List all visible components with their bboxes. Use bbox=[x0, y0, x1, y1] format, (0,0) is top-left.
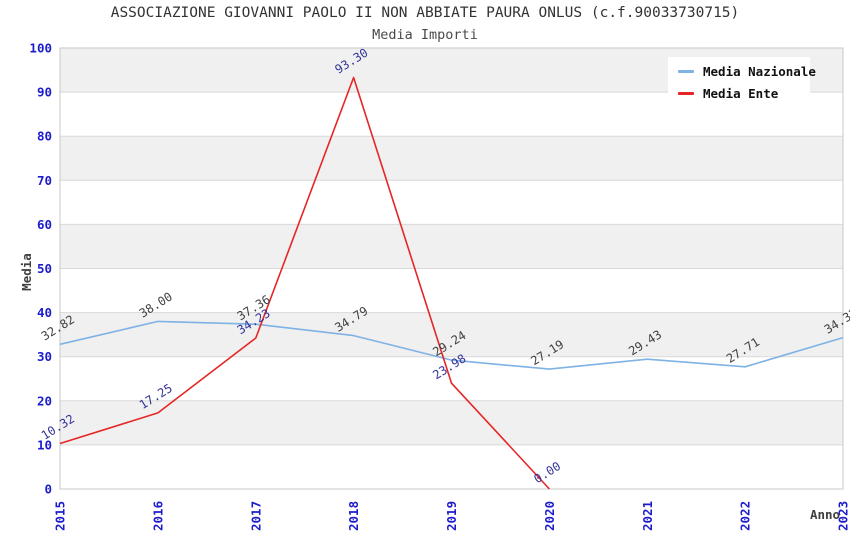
x-tick-label: 2020 bbox=[542, 501, 557, 531]
y-tick-label: 80 bbox=[37, 129, 52, 144]
series-line-media-nazionale bbox=[59, 320, 844, 370]
series-line-media-ente bbox=[59, 76, 550, 490]
legend: Media Nazionale Media Ente bbox=[668, 57, 816, 108]
y-tick-label: 90 bbox=[37, 85, 52, 100]
x-tick-label: 2015 bbox=[53, 501, 68, 531]
y-tick-label: 20 bbox=[37, 393, 52, 408]
plot-band bbox=[60, 400, 843, 445]
plot-border bbox=[59, 47, 844, 490]
y-tick-label: 0 bbox=[44, 482, 52, 497]
chart-subtitle: Media Importi bbox=[372, 27, 478, 43]
x-axis-ticks: 2015 2016 2017 2018 2019 2020 2021 2022 2023 bbox=[53, 501, 850, 531]
legend-item-media-ente: Media Ente bbox=[678, 86, 810, 101]
legend-item-media-nazionale: Media Nazionale bbox=[678, 64, 816, 79]
x-tick-label: 2016 bbox=[150, 501, 165, 531]
legend-label-media-nazionale: Media Nazionale bbox=[703, 64, 816, 79]
y-tick-label: 30 bbox=[37, 349, 52, 364]
x-tick-label: 2023 bbox=[836, 501, 850, 531]
plot-band bbox=[60, 136, 843, 181]
x-tick-label: 2021 bbox=[640, 501, 655, 531]
y-tick-label: 40 bbox=[37, 305, 52, 320]
y-tick-label: 100 bbox=[29, 41, 52, 56]
x-axis-title: Anno bbox=[810, 507, 840, 522]
x-tick-label: 2019 bbox=[444, 501, 459, 531]
plot-bands bbox=[60, 48, 843, 445]
plot-band bbox=[60, 224, 843, 269]
plot-band bbox=[60, 312, 843, 357]
y-axis-ticks: 0 10 20 30 40 50 60 70 80 90 100 bbox=[29, 41, 52, 497]
data-label: 34.32 bbox=[822, 306, 850, 337]
media-nazionale-line-swatch bbox=[678, 70, 694, 73]
y-tick-label: 50 bbox=[37, 261, 52, 276]
chart-title: ASSOCIAZIONE GIOVANNI PAOLO II NON ABBIA… bbox=[110, 5, 740, 21]
x-tick-label: 2022 bbox=[738, 501, 753, 531]
x-tick-label: 2017 bbox=[248, 501, 263, 531]
y-tick-label: 70 bbox=[37, 173, 52, 188]
legend-label-media-ente: Media Ente bbox=[703, 86, 779, 101]
y-axis-title: Media bbox=[19, 253, 34, 291]
y-tick-label: 60 bbox=[37, 217, 52, 232]
y-tick-label: 10 bbox=[37, 437, 52, 452]
x-tick-label: 2018 bbox=[346, 501, 361, 531]
data-label: 0.00 bbox=[531, 459, 563, 486]
media-ente-line-swatch bbox=[678, 92, 694, 95]
